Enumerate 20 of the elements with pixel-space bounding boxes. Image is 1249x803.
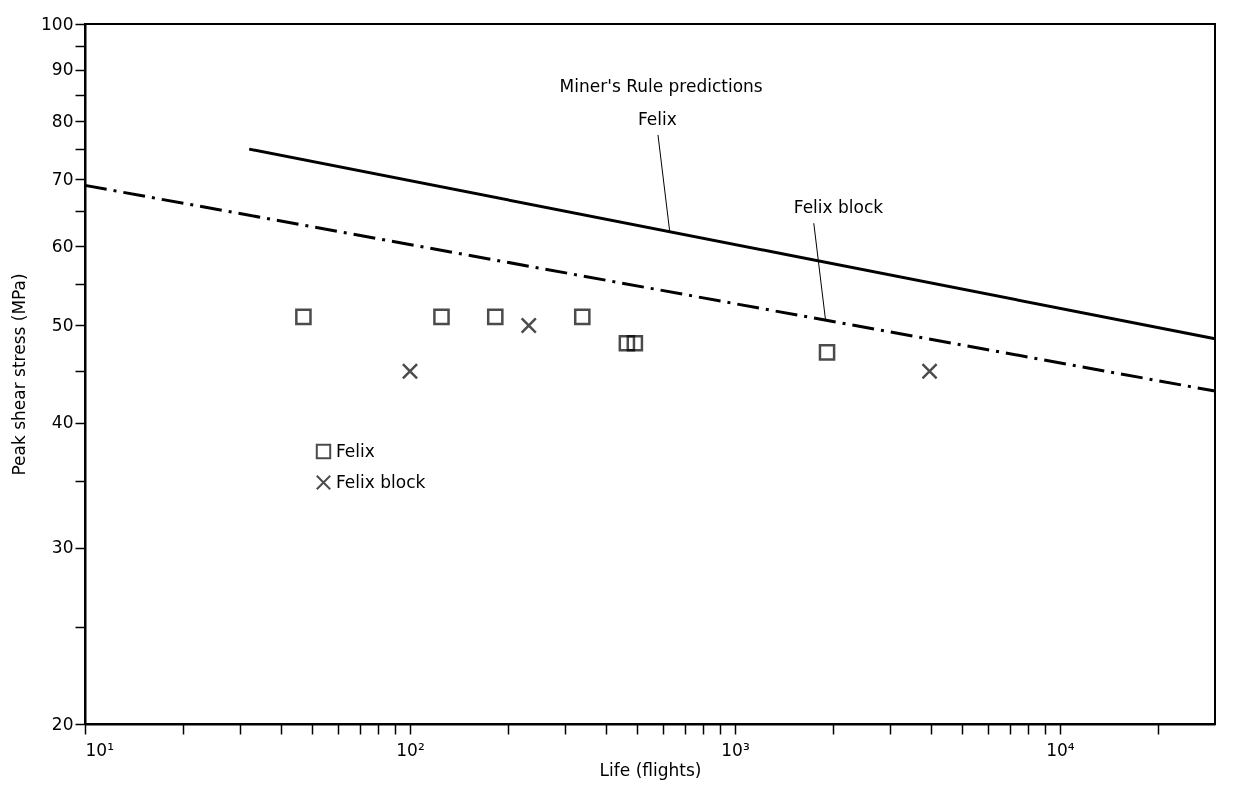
y-axis-title: Peak shear stress (MPa) (9, 273, 30, 476)
x-tick-label: 10¹ (85, 739, 114, 760)
y-tick-label: 70 (51, 168, 74, 189)
y-tick-label: 30 (51, 537, 74, 558)
y-tick-label: 90 (51, 59, 74, 80)
x-tick-label: 10³ (721, 739, 750, 760)
y-tick-label: 40 (51, 412, 74, 433)
y-tick-label: 100 (41, 13, 74, 34)
x-axis-title: Life (flights) (599, 759, 702, 780)
y-tick-label: 60 (51, 235, 74, 256)
y-tick-label: 80 (51, 110, 74, 131)
y-tick-label: 50 (51, 314, 74, 335)
annotation: Felix (637, 108, 677, 129)
annotation: Miner's Rule predictions (559, 76, 763, 96)
y-tick-label: 20 (51, 713, 74, 734)
annotation: Felix block (793, 197, 884, 218)
x-tick-label: 10² (396, 739, 425, 760)
legend-label: Felix block (336, 471, 426, 492)
x-tick-label: 10⁴ (1046, 739, 1075, 760)
legend-label: Felix (336, 440, 375, 461)
